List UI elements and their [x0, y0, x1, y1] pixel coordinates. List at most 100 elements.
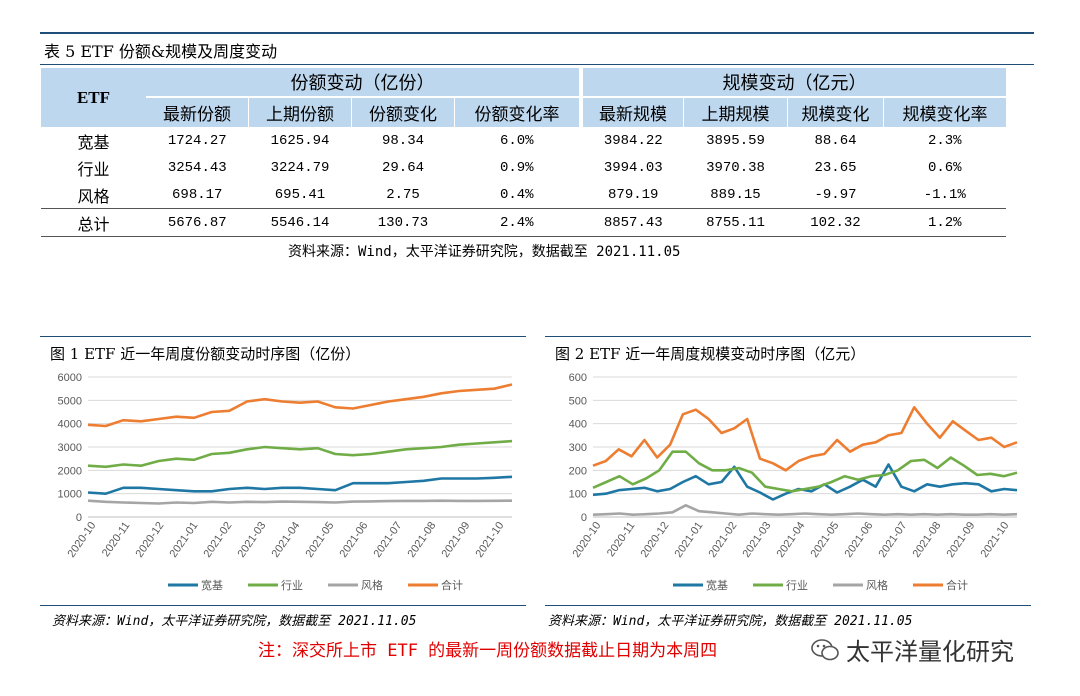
- x-tick-label: 2021-10: [978, 520, 1011, 560]
- x-tick-label: 2021-05: [303, 520, 336, 560]
- series-line: [87, 475, 513, 495]
- table-title: 表 5 ETF 份额&规模及周度变动: [44, 42, 278, 61]
- legend-label: 风格: [866, 578, 888, 592]
- x-tick-label: 2021-06: [337, 520, 370, 560]
- col-header: 规模变化: [787, 96, 884, 127]
- series-line: [87, 499, 513, 505]
- table-cell: 3984.22: [603, 132, 663, 149]
- x-tick-label: 2021-05: [808, 520, 841, 560]
- legend-label: 行业: [786, 579, 808, 592]
- table-cell: 5676.87: [146, 208, 249, 237]
- chart-scale-plot: 0 100 200 300 400 500 600 2020-10 2020-11 2020-12…: [569, 372, 1018, 592]
- wechat-icon: [811, 638, 839, 660]
- table-row: 总计 5676.87 5546.14 130.73 2.4% 8857.43 8755.11…: [41, 208, 1006, 237]
- y-tick-label: 0: [581, 512, 587, 524]
- x-tick-label: 2021-10: [473, 520, 506, 560]
- x-tick-label: 2021-01: [672, 520, 705, 560]
- x-tick-label: 2021-06: [842, 520, 875, 560]
- table-cell: 0.6%: [927, 159, 962, 176]
- table-row: 行业 3254.43 3224.79 29.64 0.9% 3994.03 3970.38 2…: [41, 154, 1006, 181]
- footnote: 注：深交所上市 ETF 的最新一周份额数据截止日期为本周四: [258, 641, 718, 661]
- table-row: 宽基 1724.27 1625.94 98.34 6.0% 3984.22 3895.59 8…: [41, 127, 1006, 154]
- table-title-rule: [40, 64, 1034, 65]
- y-tick-label: 6000: [58, 372, 82, 384]
- table-cell: 1625.94: [270, 132, 330, 149]
- x-tick-label: 2021-09: [944, 520, 977, 560]
- table-cell: 8755.11: [683, 208, 788, 237]
- header-share-group: 份额变动（亿份）: [146, 68, 579, 97]
- row-label: 总计: [41, 208, 146, 237]
- col-header: 份额变化率: [454, 96, 579, 127]
- chart-source: 资料来源：Wind，太平洋证券研究院，数据截至 2021.11.05: [548, 614, 913, 629]
- y-tick-label: 0: [76, 512, 82, 524]
- table-cell: 130.73: [351, 208, 455, 237]
- row-label: 宽基: [77, 132, 110, 152]
- x-tick-label: 2021-04: [774, 520, 807, 560]
- chart-source: 资料来源：Wind，太平洋证券研究院，数据截至 2021.11.05: [52, 614, 417, 629]
- y-tick-label: 2000: [58, 465, 82, 477]
- legend-label: 宽基: [706, 578, 728, 592]
- row-label: 行业: [77, 159, 110, 179]
- y-tick-label: 400: [569, 419, 587, 431]
- table-cell: 88.64: [814, 132, 857, 149]
- chart-title: 图 1 ETF 近一年周度份额变动时序图（亿份）: [50, 345, 361, 363]
- table-cell: 23.65: [814, 159, 857, 176]
- table-cell: -1.1%: [923, 186, 966, 203]
- x-tick-label: 2020-12: [638, 520, 671, 560]
- brand-text: 太平洋量化研究: [846, 638, 1014, 666]
- x-tick-label: 2021-07: [371, 520, 404, 560]
- table-cell: 0.9%: [499, 159, 534, 176]
- col-header: 最新规模: [583, 96, 684, 127]
- y-tick-label: 300: [569, 442, 587, 454]
- series-line: [87, 383, 513, 428]
- x-tick-label: 2021-07: [876, 520, 909, 560]
- y-tick-label: 600: [569, 372, 587, 384]
- brand-watermark: 太平洋量化研究: [810, 632, 1014, 667]
- legend-label: 合计: [946, 578, 968, 592]
- x-tick-label: 2021-04: [269, 520, 302, 560]
- y-tick-label: 200: [569, 465, 587, 477]
- x-tick-label: 2021-08: [910, 520, 943, 560]
- y-tick-label: 3000: [58, 442, 82, 454]
- table-cell: 3254.43: [167, 159, 227, 176]
- col-header: 规模变化率: [883, 96, 1006, 127]
- series-line: [592, 450, 1018, 493]
- legend-label: 风格: [361, 578, 383, 592]
- legend-label: 行业: [281, 579, 303, 592]
- y-tick-label: 5000: [58, 395, 82, 407]
- table-cell: 2.3%: [927, 132, 962, 149]
- table-cell: 8857.43: [583, 208, 684, 237]
- header-etf: ETF: [41, 68, 146, 127]
- chart-scale: 图 2 ETF 近一年周度规模变动时序图（亿元） 0 100 200 300 400 50…: [545, 336, 1031, 606]
- table-cell: 5546.14: [248, 208, 352, 237]
- y-tick-label: 100: [569, 489, 587, 501]
- table-cell: 3994.03: [603, 159, 663, 176]
- x-tick-label: 2021-02: [201, 520, 234, 560]
- x-tick-label: 2020-10: [65, 520, 98, 560]
- x-tick-label: 2021-03: [235, 520, 268, 560]
- table-top-rule: [40, 32, 1034, 34]
- table-cell: 3224.79: [270, 159, 330, 176]
- table-cell: 2.4%: [454, 208, 579, 237]
- x-tick-label: 2020-12: [133, 520, 166, 560]
- table-cell: 695.41: [274, 186, 326, 203]
- table-cell: 6.0%: [499, 132, 534, 149]
- table-cell: 889.15: [710, 186, 761, 203]
- y-tick-label: 1000: [58, 489, 82, 501]
- row-label: 风格: [77, 186, 110, 206]
- x-tick-label: 2021-01: [167, 520, 200, 560]
- table-source: 资料来源：Wind，太平洋证券研究院，数据截至 2021.11.05: [288, 244, 681, 260]
- table-cell: 98.34: [381, 132, 424, 149]
- table-cell: 0.4%: [499, 186, 534, 203]
- chart-share: 图 1 ETF 近一年周度份额变动时序图（亿份） 0 1000 2000 3000 40…: [40, 336, 526, 606]
- col-header: 上期份额: [248, 96, 352, 127]
- table-row: 风格 698.17 695.41 2.75 0.4% 879.19 889.15 -9.97 -…: [41, 181, 1006, 209]
- x-tick-label: 2021-03: [740, 520, 773, 560]
- x-tick-label: 2021-09: [439, 520, 472, 560]
- x-tick-label: 2020-10: [570, 520, 603, 560]
- y-tick-label: 500: [569, 395, 587, 407]
- table-cell: 1.2%: [883, 208, 1006, 237]
- series-line: [87, 439, 513, 469]
- legend-label: 合计: [441, 578, 463, 592]
- table-cell: 2.75: [386, 186, 420, 203]
